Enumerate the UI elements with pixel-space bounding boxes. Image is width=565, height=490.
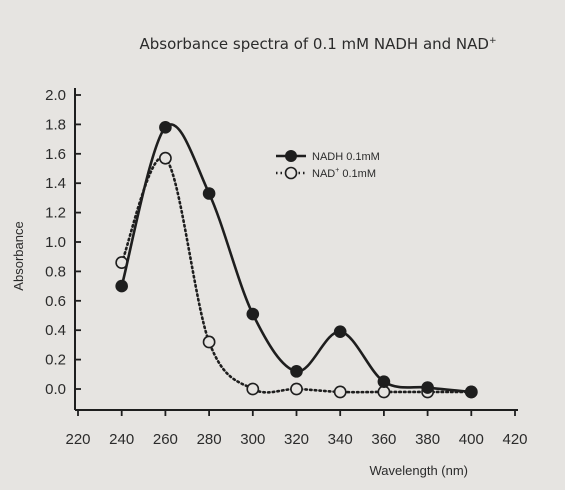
x-axis-label: Wavelength (nm) — [370, 463, 469, 478]
x-tick-label: 220 — [65, 431, 90, 448]
x-ticks: 220 240 260 280 300 320 340 360 380 400 420 — [65, 410, 528, 448]
legend-marker-nadh — [285, 150, 297, 162]
x-tick-label: 380 — [415, 431, 440, 448]
data-point-nadh — [202, 187, 216, 200]
data-point-nadh — [421, 381, 434, 394]
y-tick-label: 0.6 — [45, 293, 66, 310]
y-tick-label: 0.8 — [45, 263, 66, 280]
axes — [74, 88, 518, 411]
y-tick-label: 2.0 — [45, 87, 66, 104]
x-tick-label: 320 — [284, 431, 309, 448]
y-tick-label: 0.2 — [45, 352, 66, 369]
series-line-nad — [120, 155, 473, 394]
legend: NADH 0.1mM NAD+ 0.1mM — [276, 150, 380, 180]
data-point-nad — [377, 385, 391, 399]
data-point-nadh — [159, 121, 172, 134]
series-line-nadh — [120, 123, 473, 394]
legend-label-nad: NAD+ 0.1mM — [312, 167, 376, 180]
series-nad — [115, 151, 478, 399]
x-tick-label: 360 — [371, 431, 396, 448]
series-nadh — [115, 121, 478, 399]
y-tick-label: 0.4 — [45, 322, 66, 339]
x-tick-label: 280 — [197, 431, 222, 448]
y-tick-label: 1.8 — [45, 116, 66, 133]
x-tick-label: 300 — [240, 431, 265, 448]
y-ticks: 0.0 0.2 0.4 0.6 0.8 1.0 1.2 1.4 1.6 1.8 2.0 — [45, 87, 81, 398]
x-tick-label: 340 — [328, 431, 353, 448]
legend-label-nadh: NADH 0.1mM — [312, 151, 380, 163]
y-tick-label: 1.6 — [45, 146, 66, 163]
data-point-nad — [246, 382, 260, 396]
y-axis-label: Absorbance — [11, 221, 26, 290]
y-tick-label: 1.2 — [45, 205, 66, 222]
data-point-nad — [333, 385, 347, 399]
data-point-nad — [290, 382, 303, 396]
data-point-nadh — [377, 375, 391, 388]
y-tick-label: 1.4 — [45, 175, 66, 192]
chart-title: Absorbance spectra of 0.1 mM NADH and NA… — [139, 35, 496, 53]
data-point-nadh — [246, 307, 260, 321]
x-tick-label: 240 — [109, 431, 134, 448]
y-tick-label: 0.0 — [45, 381, 66, 398]
series-layer — [115, 121, 478, 399]
data-point-nadh — [290, 365, 303, 378]
data-point-nadh — [115, 279, 128, 293]
data-point-nadh — [333, 325, 347, 338]
legend-marker-nad — [284, 166, 298, 180]
x-tick-label: 260 — [153, 431, 178, 448]
x-tick-label: 400 — [459, 431, 484, 448]
data-point-nadh — [465, 385, 478, 399]
y-tick-label: 1.0 — [45, 234, 66, 251]
data-point-nad — [158, 151, 172, 165]
data-point-nad — [202, 335, 216, 349]
x-tick-label: 420 — [502, 431, 527, 448]
